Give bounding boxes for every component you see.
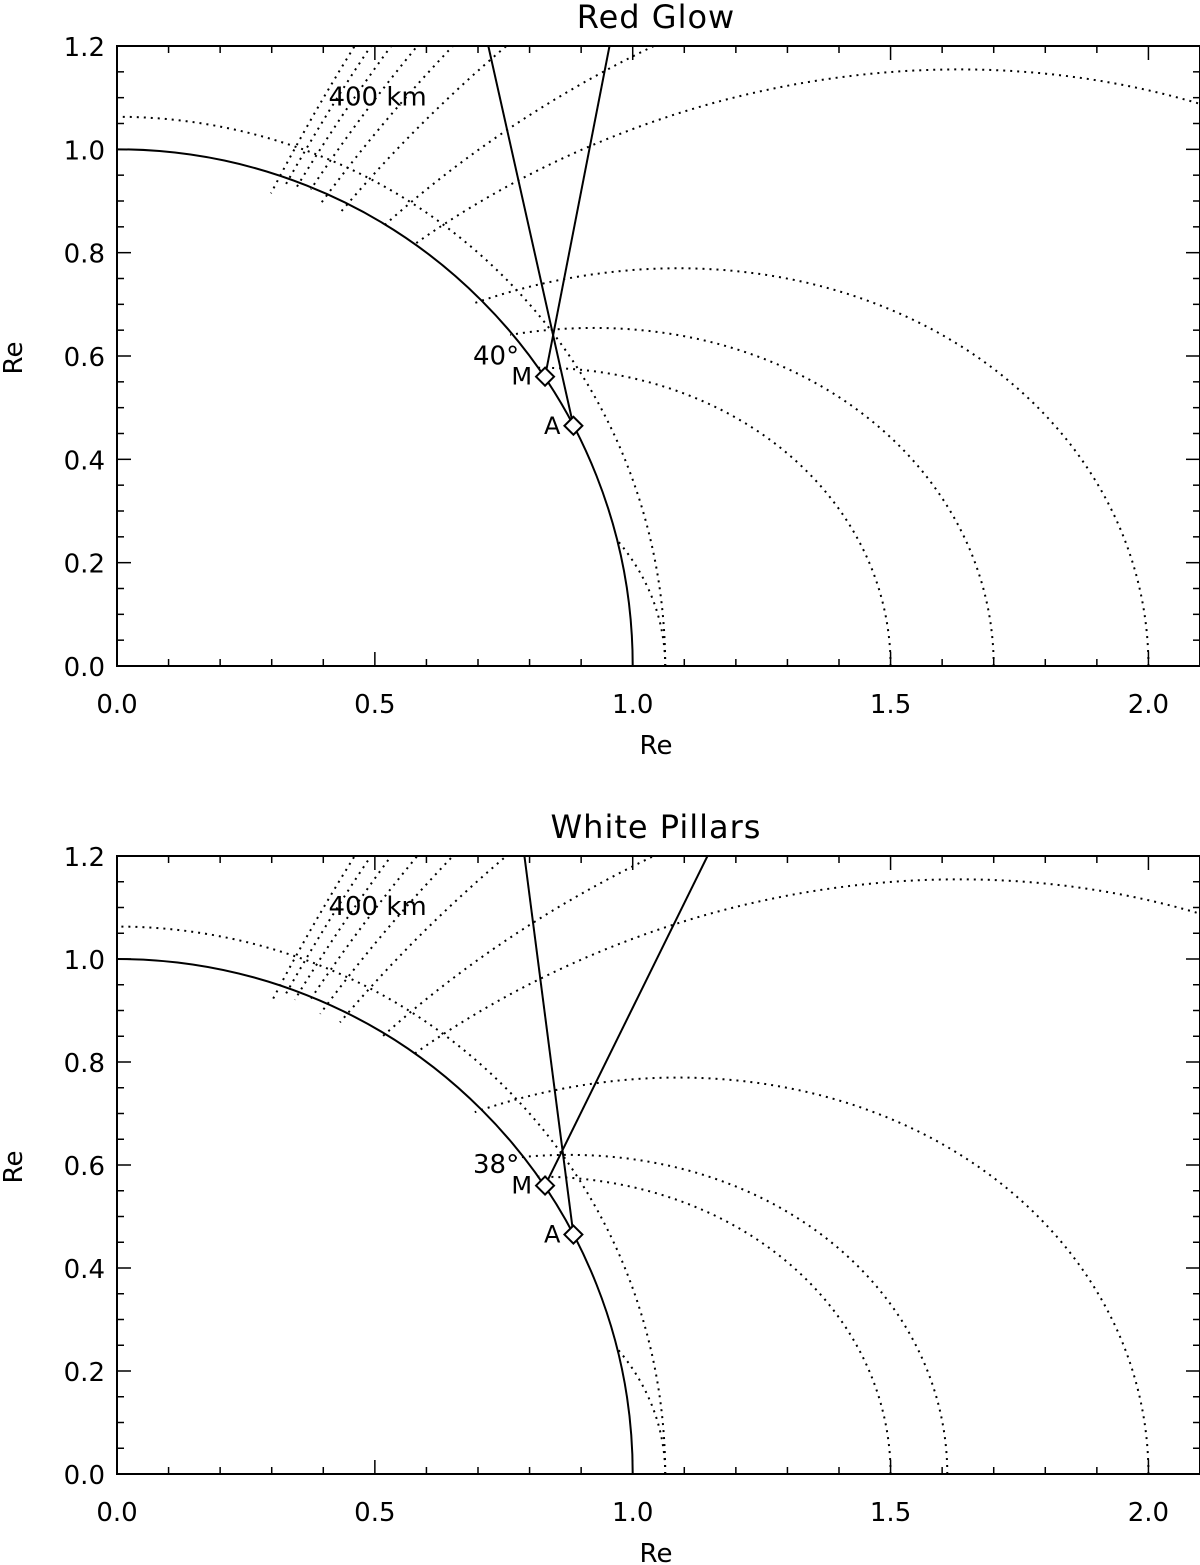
field-line-11 xyxy=(270,856,356,1004)
axis-frame xyxy=(116,855,1200,1475)
field-line-8 xyxy=(309,856,419,1000)
station-m-label: M xyxy=(511,1172,532,1200)
y-tick-label: 0.8 xyxy=(64,240,105,270)
y-tick-label: 0.4 xyxy=(64,1255,105,1285)
field-line-7 xyxy=(319,856,455,1015)
y-tick-label: 0.6 xyxy=(64,343,105,373)
y-tick-label: 1.2 xyxy=(64,33,105,63)
plot-area xyxy=(117,46,1200,666)
field-line-5 xyxy=(380,856,657,1039)
y-tick-label: 1.2 xyxy=(64,843,105,873)
y-tick-label: 0.6 xyxy=(64,1152,105,1182)
y-tick-label: 0.0 xyxy=(64,1461,105,1491)
field-line-6 xyxy=(339,856,508,1023)
field-line-3 xyxy=(474,267,1150,666)
chart-title: Red Glow xyxy=(577,0,735,36)
y-tick-label: 1.0 xyxy=(64,946,105,976)
field-line-0 xyxy=(615,537,667,666)
y-tick-label: 0.2 xyxy=(64,1358,105,1388)
station-a-marker xyxy=(562,415,584,437)
y-tick-label: 0.8 xyxy=(64,1049,105,1079)
station-a-label: A xyxy=(544,1221,561,1249)
field-line-6 xyxy=(339,46,508,214)
sight-line-a xyxy=(487,46,575,426)
sight-line-m xyxy=(544,46,611,377)
field-line-4 xyxy=(413,878,1200,1055)
y-axis-label: Re xyxy=(0,1151,29,1184)
field-line-5 xyxy=(380,46,657,229)
x-axis-label: Re xyxy=(640,731,673,761)
field-line-2 xyxy=(510,326,995,666)
field-line-4 xyxy=(413,68,1200,246)
field-line-9 xyxy=(293,46,393,191)
station-m-marker xyxy=(534,1175,556,1197)
x-tick-label: 1.5 xyxy=(870,690,911,720)
y-tick-label: 0.2 xyxy=(64,550,105,580)
x-tick-label: 2.0 xyxy=(1128,690,1169,720)
x-tick-label: 1.0 xyxy=(612,1498,653,1528)
x-tick-label: 0.5 xyxy=(354,1498,395,1528)
x-tick-label: 1.0 xyxy=(612,690,653,720)
altitude-shell xyxy=(117,115,667,666)
chart-title: White Pillars xyxy=(551,808,762,846)
x-tick-label: 2.0 xyxy=(1128,1498,1169,1528)
panel-red-glow: MA 0.0 0.5 1.0 1.5 2.0 0.0 0.2 0.4 0.6 0.8 1.0 1.2 Re… xyxy=(0,0,1200,761)
station-m-marker xyxy=(534,366,556,388)
station-a-marker xyxy=(562,1224,584,1245)
station-a-label: A xyxy=(544,412,561,440)
field-line-7 xyxy=(319,46,455,205)
y-tick-label: 0.0 xyxy=(64,653,105,683)
field-line-10 xyxy=(283,856,373,997)
axis-frame xyxy=(116,45,1200,667)
x-tick-label: 1.5 xyxy=(870,1498,911,1528)
field-line-0 xyxy=(615,1346,667,1474)
field-line-1 xyxy=(533,1175,892,1474)
sight-line-m xyxy=(544,856,709,1187)
field-line-9 xyxy=(293,856,393,1001)
plot-area xyxy=(117,856,1200,1474)
earth-surface xyxy=(117,958,634,1474)
field-line-3 xyxy=(474,1076,1150,1474)
altitude-label: 400 km xyxy=(328,892,426,922)
sight-line-a xyxy=(523,856,575,1235)
angle-annotation: 40° xyxy=(473,341,519,371)
x-tick-label: 0.0 xyxy=(96,1498,137,1528)
station-m-label: M xyxy=(511,363,532,391)
angle-annotation: 38° xyxy=(473,1150,519,1180)
x-axis-label: Re xyxy=(640,1539,673,1565)
field-line-1 xyxy=(533,366,892,666)
y-axis-label: Re xyxy=(0,342,29,375)
x-tick-label: 0.5 xyxy=(354,690,395,720)
x-tick-label: 0.0 xyxy=(96,690,137,720)
earth-surface xyxy=(117,148,634,666)
y-tick-label: 0.4 xyxy=(64,446,105,476)
field-line-8 xyxy=(309,46,419,191)
y-tick-label: 1.0 xyxy=(64,136,105,166)
altitude-shell xyxy=(117,925,667,1474)
field-line-2 xyxy=(516,1153,949,1474)
altitude-label: 400 km xyxy=(328,82,426,112)
